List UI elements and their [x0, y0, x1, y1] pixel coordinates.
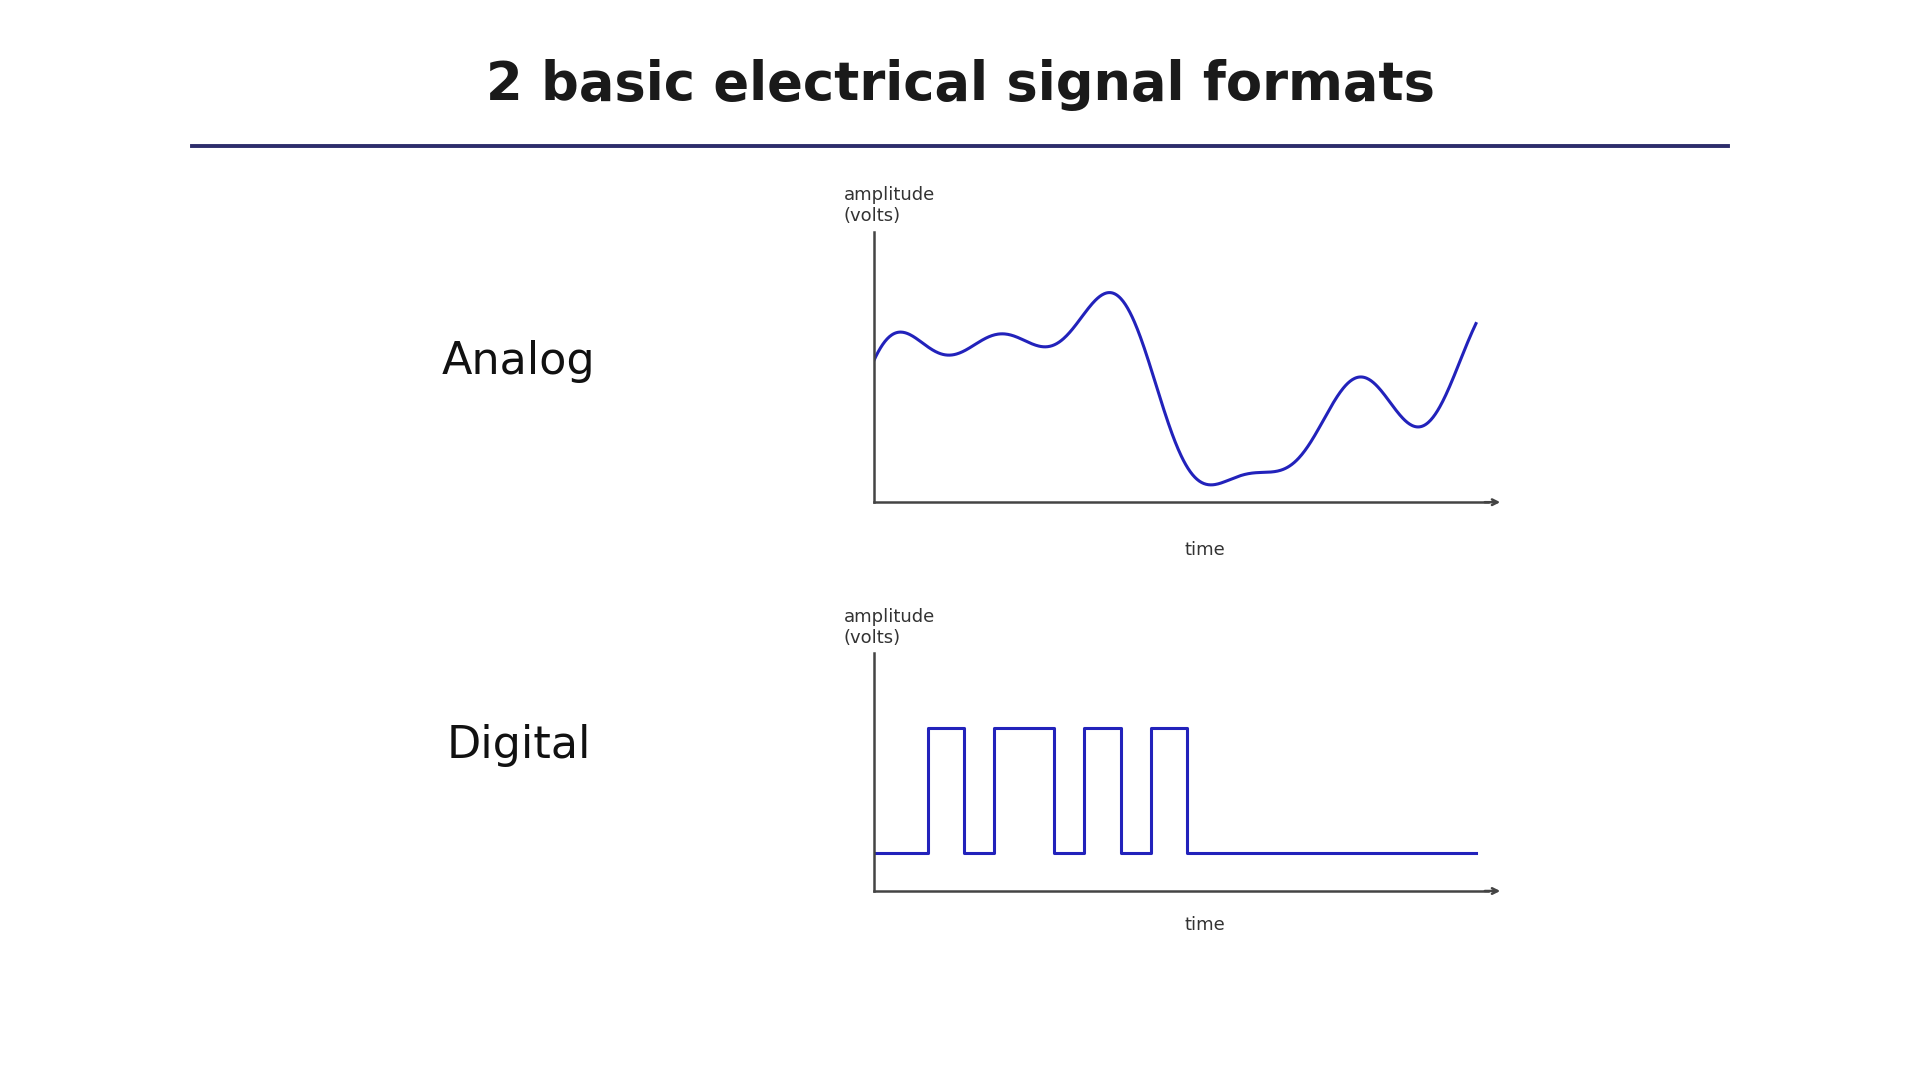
Text: amplitude
(volts): amplitude (volts): [843, 186, 935, 225]
Text: Analog: Analog: [442, 340, 595, 383]
Text: 2 basic electrical signal formats: 2 basic electrical signal formats: [486, 59, 1434, 111]
Text: Digital: Digital: [445, 724, 591, 767]
Text: time: time: [1185, 541, 1225, 558]
Text: time: time: [1185, 916, 1225, 934]
Text: amplitude
(volts): amplitude (volts): [843, 608, 935, 647]
